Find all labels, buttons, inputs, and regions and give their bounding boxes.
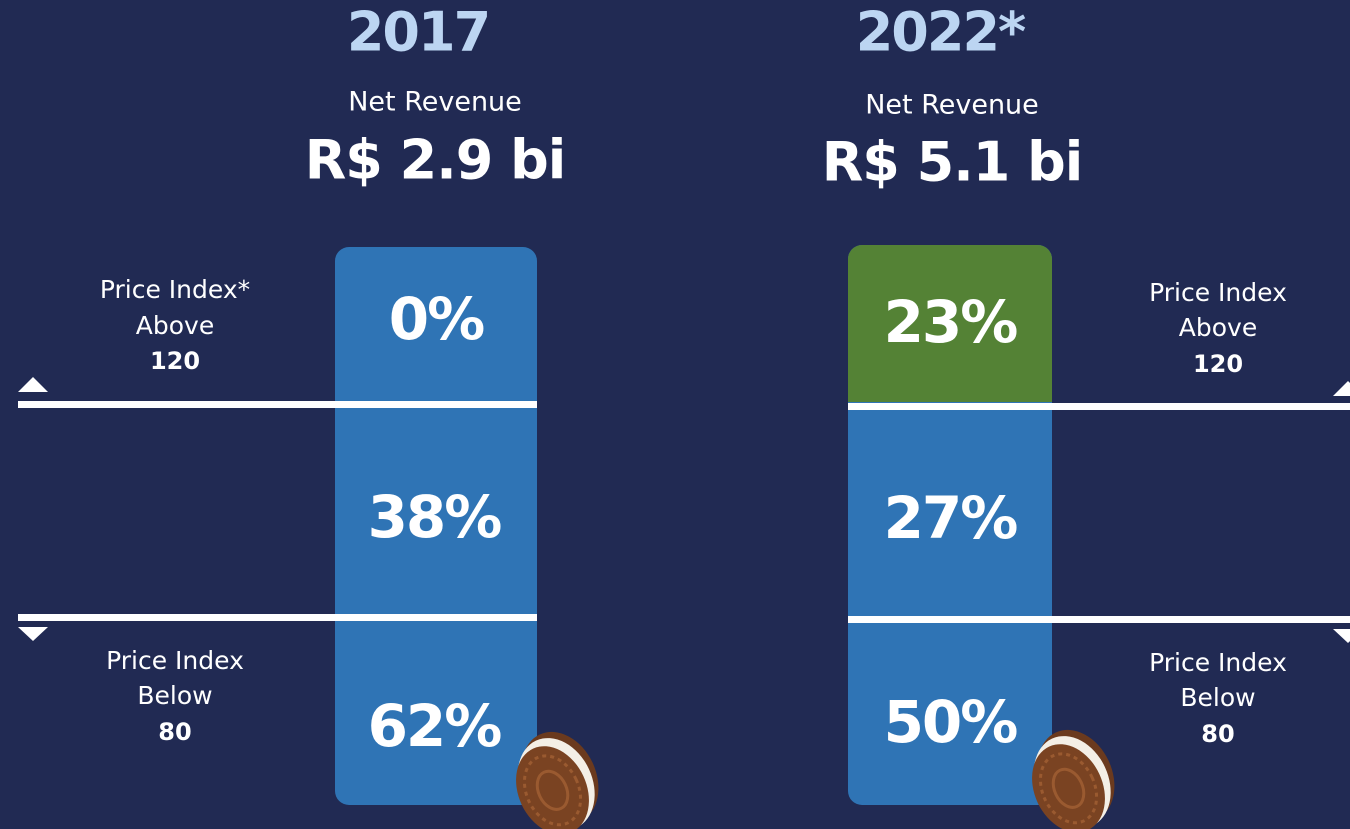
up-arrow bbox=[1333, 381, 1350, 396]
below-title: Price Index bbox=[106, 646, 244, 675]
year: 2022* bbox=[856, 1, 1026, 64]
segment-label: 23% bbox=[884, 288, 1018, 356]
above-value: 120 bbox=[150, 347, 200, 375]
segment-label: 38% bbox=[368, 483, 502, 551]
down-arrow bbox=[1333, 629, 1350, 643]
below-word: Below bbox=[137, 681, 212, 710]
below-value: 80 bbox=[158, 718, 191, 746]
below-title: Price Index bbox=[1149, 648, 1287, 677]
revenue-label: Net Revenue bbox=[865, 90, 1039, 121]
segment-label: 50% bbox=[884, 688, 1018, 756]
threshold-line bbox=[848, 616, 1350, 623]
above-word: Above bbox=[1179, 313, 1257, 342]
column-top bbox=[848, 245, 1052, 402]
above-title: Price Index bbox=[1149, 278, 1287, 307]
revenue-label: Net Revenue bbox=[348, 87, 522, 118]
below-word: Below bbox=[1180, 683, 1255, 712]
below-value: 80 bbox=[1201, 720, 1234, 748]
above-title: Price Index* bbox=[100, 275, 250, 304]
revenue: R$ 2.9 bi bbox=[305, 129, 566, 192]
threshold-line bbox=[18, 614, 537, 621]
year: 2017 bbox=[347, 1, 489, 64]
panel-2022: 2022* Net Revenue R$ 5.1 bi Price Index … bbox=[822, 1, 1350, 829]
threshold-line bbox=[848, 403, 1350, 410]
segment-label: 27% bbox=[884, 484, 1018, 552]
above-value: 120 bbox=[1193, 350, 1243, 378]
threshold-line bbox=[18, 401, 537, 408]
column bbox=[335, 247, 537, 805]
up-arrow bbox=[18, 377, 48, 392]
segment-label: 62% bbox=[368, 692, 502, 760]
down-arrow bbox=[18, 627, 48, 641]
segment-label: 0% bbox=[389, 285, 484, 353]
panel-2017: 2017 Net Revenue R$ 2.9 bi Price Index* … bbox=[18, 1, 615, 829]
above-word: Above bbox=[136, 311, 214, 340]
revenue: R$ 5.1 bi bbox=[822, 131, 1083, 194]
